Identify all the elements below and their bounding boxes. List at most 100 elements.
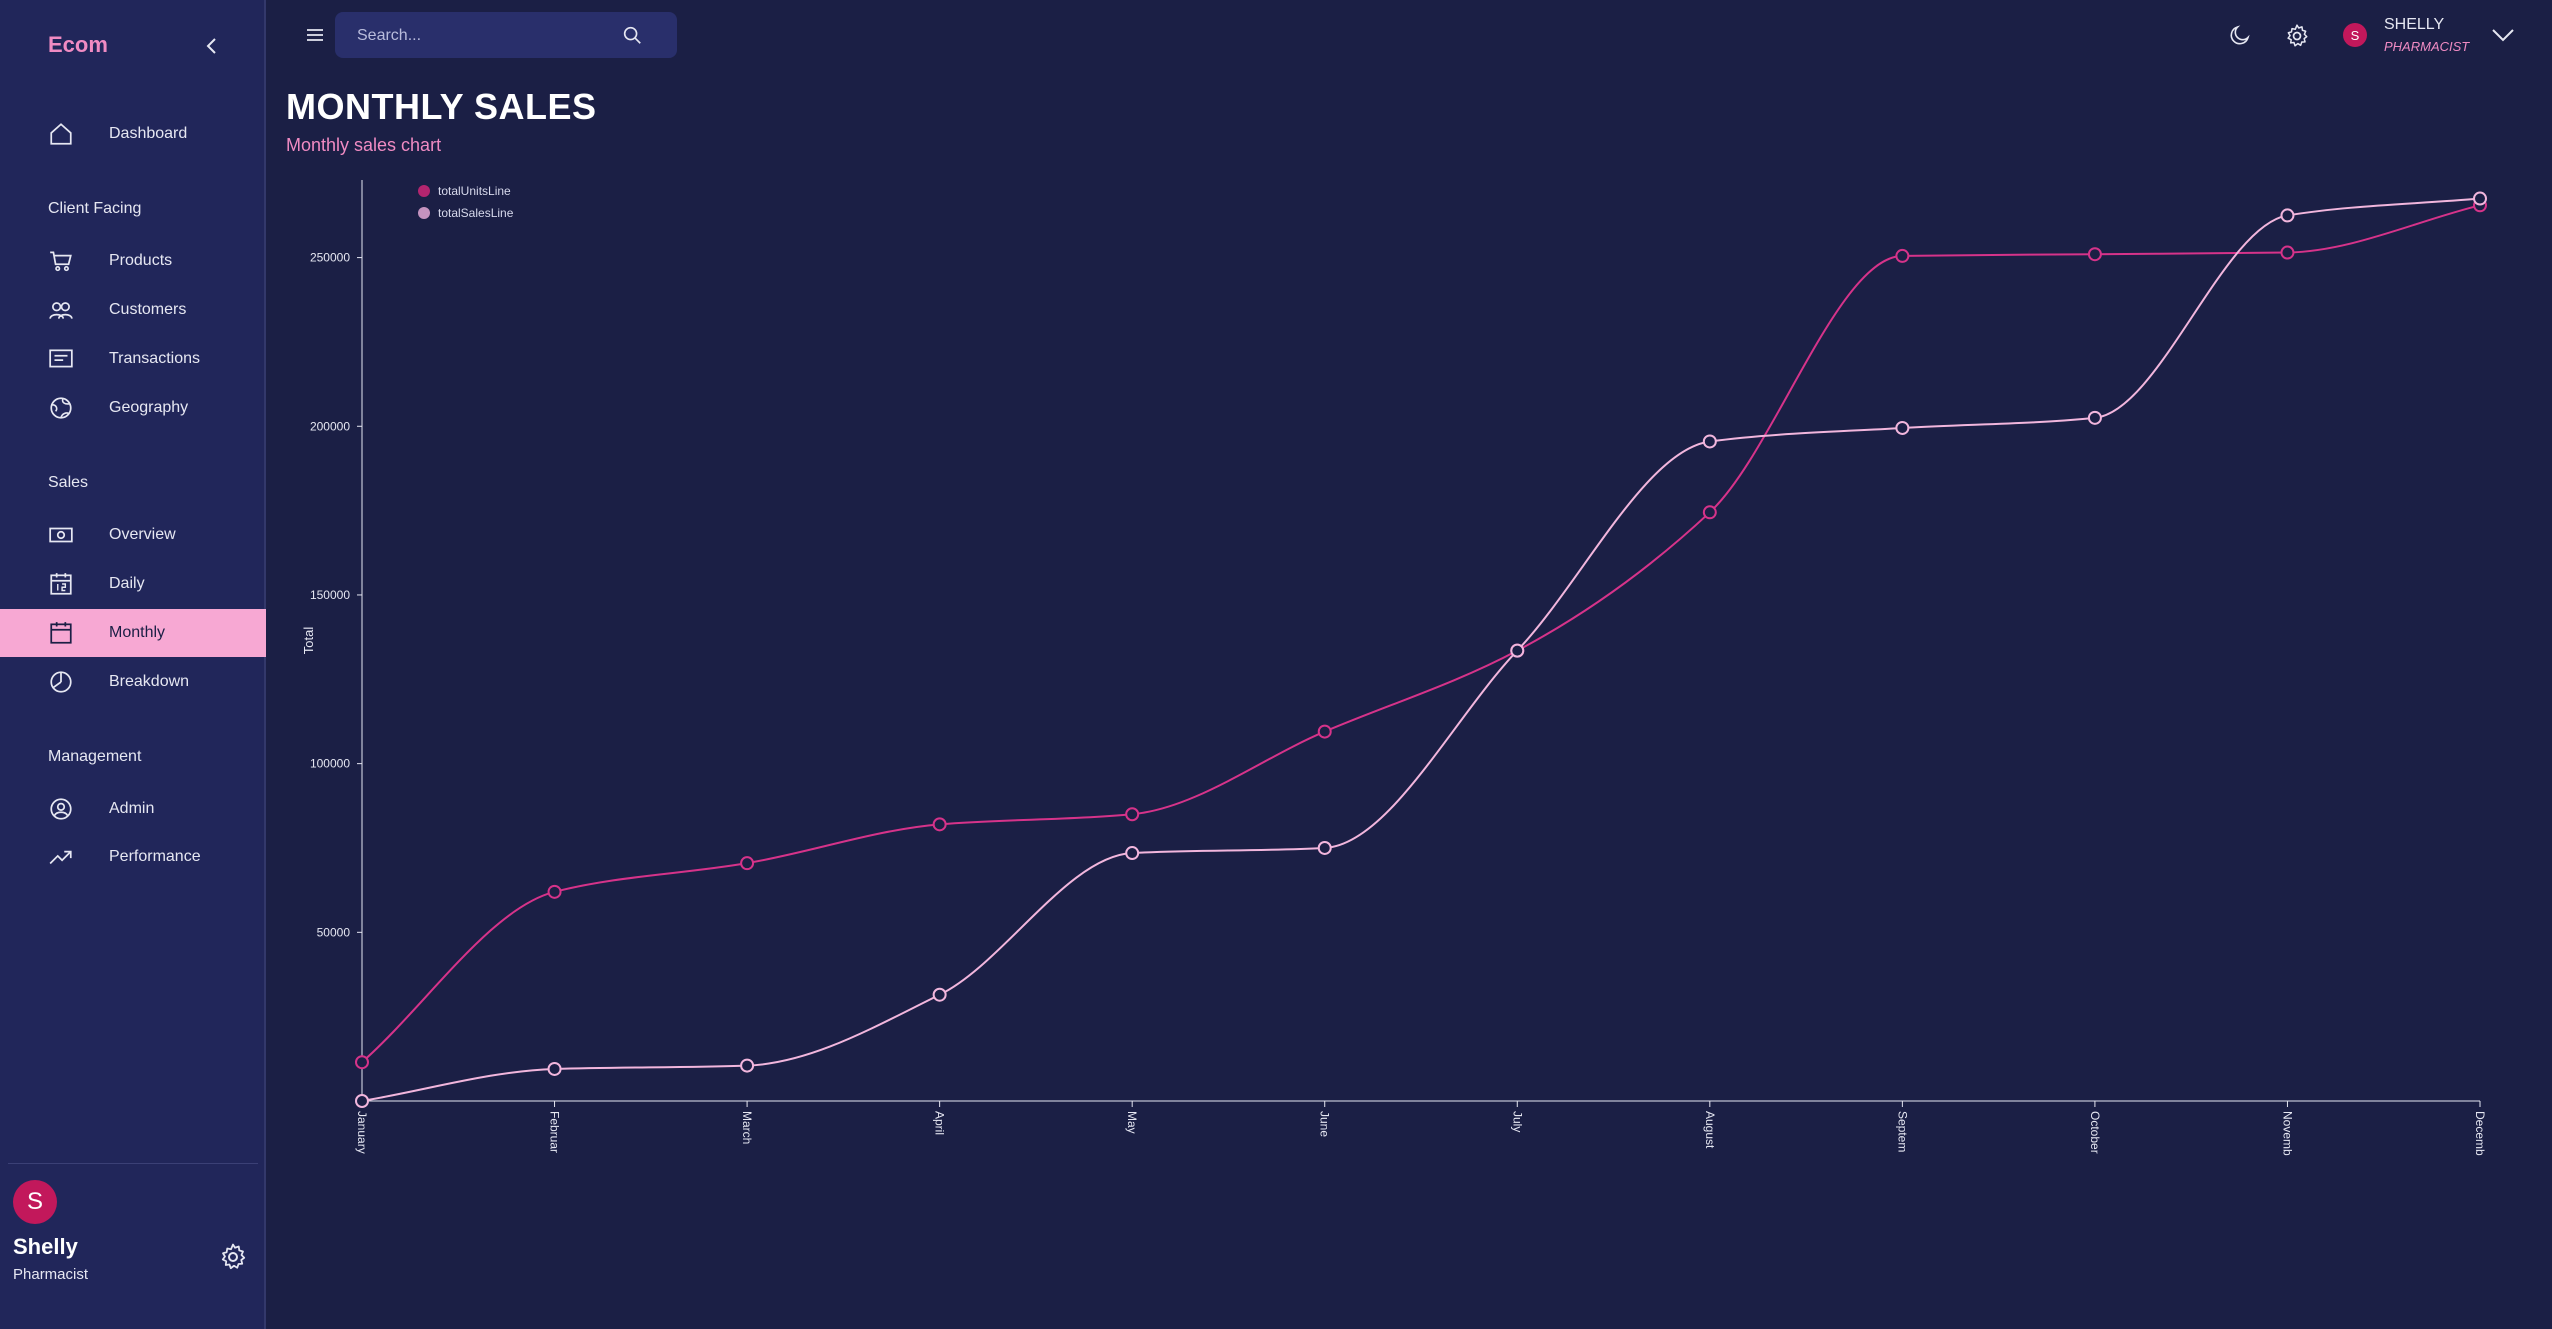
y-tick-label: 50000 [317, 925, 351, 939]
x-tick-label: Novemb [2280, 1111, 2294, 1156]
pie-chart-icon [50, 671, 72, 693]
x-tick-label: Decemb [2473, 1111, 2487, 1156]
sidebar-item-performance[interactable]: Performance [0, 833, 266, 881]
legend-swatch [418, 207, 430, 219]
data-point [547, 884, 562, 899]
x-tick-label: March [740, 1111, 754, 1144]
sidebar-item-label: Customers [109, 301, 187, 318]
user-role: Pharmacist [13, 1266, 89, 1283]
menu-icon[interactable] [304, 24, 326, 46]
dark-mode-icon[interactable] [2228, 23, 2252, 47]
top-user-name[interactable]: SHELLY [2384, 16, 2445, 33]
y-tick-label: 200000 [310, 419, 350, 433]
x-tick-label: August [1703, 1111, 1717, 1149]
legend-label: totalUnitsLine [438, 184, 511, 198]
sidebar-item-admin[interactable]: Admin [0, 785, 266, 833]
page-title: MONTHLY SALES [286, 86, 597, 127]
sidebar-item-overview[interactable]: Overview [0, 511, 266, 559]
data-point [355, 1055, 369, 1070]
chevron-left-icon[interactable] [200, 34, 224, 58]
sidebar-item-products[interactable]: Products [0, 237, 266, 285]
data-point [2087, 410, 2102, 425]
sidebar: Ecom Dashboard Client Facing Products Cu… [0, 0, 266, 1329]
x-tick-label: May [1125, 1111, 1139, 1134]
section-sales: Sales [48, 474, 89, 491]
data-point [740, 1058, 755, 1073]
trending-up-icon [49, 850, 72, 865]
x-tick-label: July [1510, 1111, 1524, 1132]
legend-swatch [418, 185, 430, 197]
data-point [1125, 807, 1140, 822]
user-name: Shelly [13, 1234, 78, 1259]
search-bar [335, 12, 677, 60]
sidebar-item-label: Geography [109, 399, 189, 416]
y-tick-label: 250000 [310, 251, 350, 265]
section-client-facing: Client Facing [48, 200, 142, 217]
search-icon[interactable] [621, 24, 643, 46]
x-tick-label: Februar [548, 1111, 562, 1153]
data-point [1895, 248, 1910, 263]
x-tick-label: April [933, 1111, 947, 1135]
search-input[interactable] [355, 12, 619, 60]
gear-icon[interactable] [218, 1242, 248, 1272]
data-point [2280, 245, 2295, 260]
series-line-totalSalesLine [361, 197, 2481, 1102]
avatar[interactable]: S [13, 1180, 57, 1224]
sidebar-item-transactions[interactable]: Transactions [0, 335, 266, 383]
data-point [547, 1061, 562, 1076]
cart-icon [50, 251, 72, 272]
data-point [932, 987, 947, 1002]
top-avatar[interactable]: S [2343, 23, 2367, 47]
data-point [2473, 191, 2487, 206]
data-point [2087, 247, 2102, 262]
y-tick-label: 100000 [310, 757, 350, 771]
page-subtitle: Monthly sales chart [286, 135, 442, 155]
x-tick-label: October [2088, 1111, 2102, 1154]
calendar-month-icon [50, 622, 72, 644]
users-icon [49, 302, 73, 319]
sidebar-item-breakdown[interactable]: Breakdown [0, 658, 266, 706]
series-line-totalUnitsLine [361, 204, 2481, 1063]
globe-icon [50, 397, 72, 419]
data-point [1510, 643, 1525, 658]
data-point [1317, 724, 1332, 739]
sidebar-item-label: Transactions [109, 350, 200, 367]
calendar-day-icon [50, 573, 72, 595]
sidebar-item-daily[interactable]: Daily [0, 560, 266, 608]
x-tick-label: January [355, 1111, 369, 1154]
sidebar-item-label: Admin [109, 800, 155, 817]
data-point [1702, 505, 1717, 520]
sidebar-item-dashboard[interactable]: Dashboard [0, 110, 266, 158]
brand-logo[interactable]: Ecom [48, 32, 108, 57]
data-point [1125, 846, 1140, 861]
sidebar-item-label: Overview [109, 526, 176, 543]
data-point [1895, 420, 1910, 435]
sidebar-item-label: Monthly [109, 624, 166, 641]
data-point [1702, 434, 1717, 449]
data-point [2280, 208, 2295, 223]
sidebar-item-label: Dashboard [109, 125, 188, 142]
data-point [740, 856, 755, 871]
sidebar-item-label: Products [109, 252, 173, 269]
y-axis-label: Total [301, 627, 316, 655]
section-management: Management [48, 748, 142, 765]
sidebar-item-label: Breakdown [109, 673, 190, 690]
settings-icon[interactable] [2284, 23, 2310, 49]
receipt-icon [49, 349, 73, 368]
top-user-role: PHARMACIST [2384, 39, 2470, 54]
chevron-down-icon[interactable] [2490, 25, 2516, 45]
cash-icon [49, 527, 73, 543]
admin-icon [50, 798, 72, 820]
legend-label: totalSalesLine [438, 206, 514, 220]
data-point [355, 1094, 369, 1108]
x-tick-label: Septem [1895, 1111, 1909, 1152]
sidebar-item-customers[interactable]: Customers [0, 286, 266, 334]
sidebar-item-monthly[interactable]: Monthly [0, 609, 266, 657]
y-tick-label: 150000 [310, 588, 350, 602]
sidebar-item-label: Daily [109, 575, 145, 592]
sidebar-item-geography[interactable]: Geography [0, 384, 266, 432]
x-tick-label: June [1318, 1111, 1332, 1137]
sidebar-item-label: Performance [109, 848, 201, 865]
home-icon [50, 123, 72, 145]
